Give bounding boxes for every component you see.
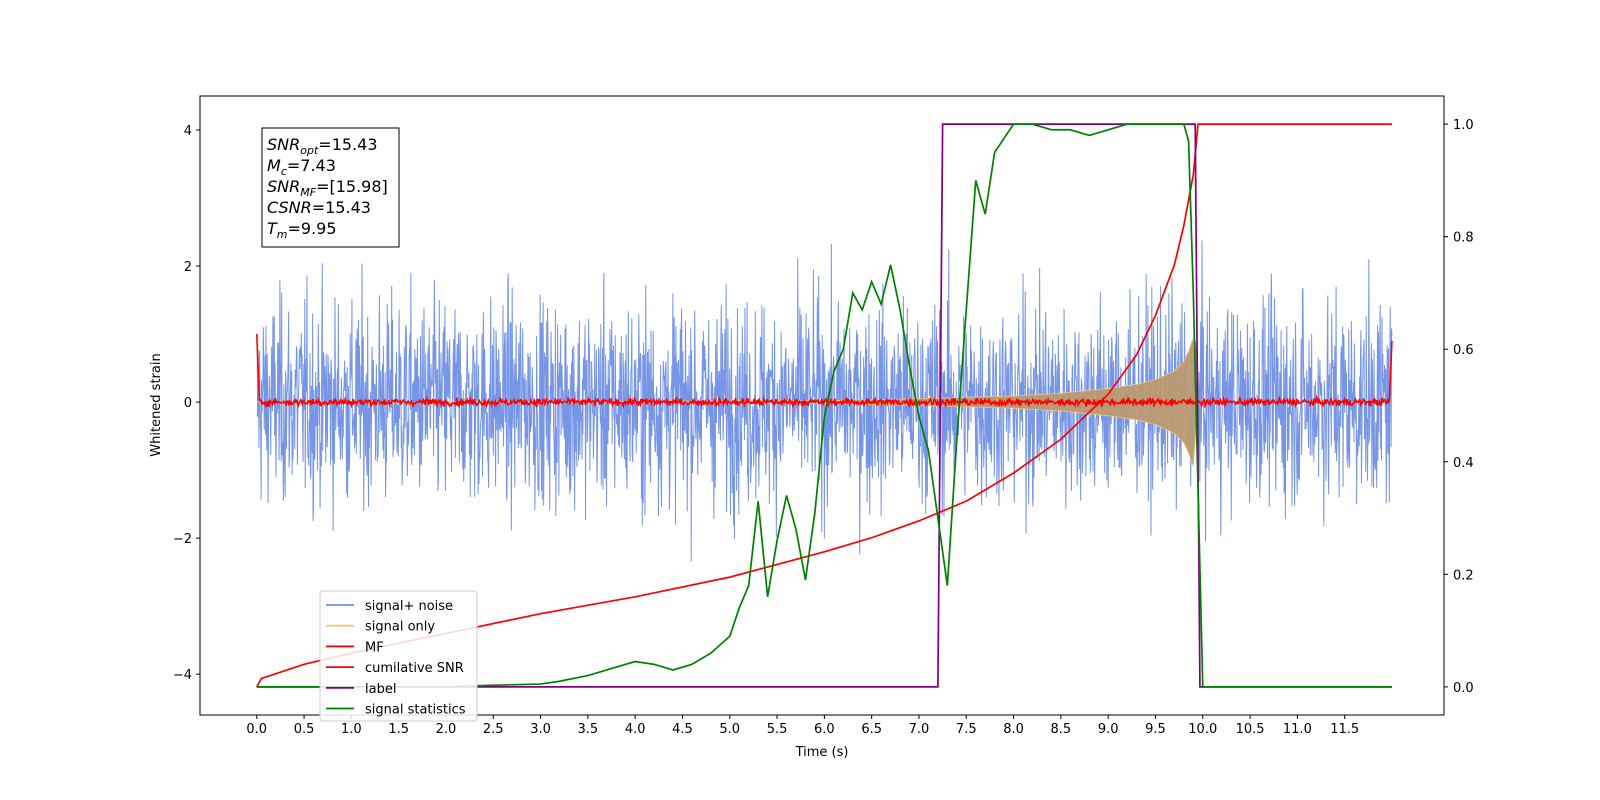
y-right-tick-label: 0.2 <box>1453 568 1474 583</box>
x-tick-label: 1.5 <box>388 722 409 737</box>
y-left-tick-label: −4 <box>173 668 192 683</box>
y-left-tick-label: 4 <box>184 124 192 139</box>
x-tick-label: 0.0 <box>246 722 267 737</box>
x-tick-label: 11.0 <box>1283 722 1312 737</box>
x-tick-label: 5.5 <box>767 722 788 737</box>
legend-entry: MF <box>365 640 384 655</box>
stats-box-frame <box>261 127 400 248</box>
x-tick-label: 4.5 <box>672 722 693 737</box>
x-tick-label: 7.5 <box>956 722 977 737</box>
x-tick-label: 4.0 <box>625 722 646 737</box>
legend-entry: signal only <box>365 620 435 635</box>
series-mf <box>255 334 1393 409</box>
y-left-tick-label: 0 <box>184 396 192 411</box>
x-tick-label: 7.0 <box>909 722 930 737</box>
x-tick-label: 1.0 <box>341 722 362 737</box>
y-right-tick-label: 1.0 <box>1453 118 1474 133</box>
x-axis-label: Time (s) <box>795 745 849 760</box>
x-tick-label: 9.5 <box>1145 722 1166 737</box>
x-tick-label: 2.5 <box>483 722 504 737</box>
stats-line: SNRMF=[15.98] <box>267 177 388 199</box>
x-tick-label: 9.0 <box>1098 722 1119 737</box>
legend-entry: signal+ noise <box>365 599 453 614</box>
y-axis-label: Whitened strain <box>149 353 164 456</box>
x-tick-label: 6.5 <box>861 722 882 737</box>
y-axis-left-ticks: 4 2 0 −2 −4 <box>173 124 200 683</box>
stats-line: Mc=7.43 <box>267 156 336 178</box>
stats-line: Tm=9.95 <box>267 219 337 241</box>
legend-entry: signal statistics <box>365 703 466 718</box>
x-tick-label: 10.0 <box>1188 722 1217 737</box>
x-axis-ticks: 0.0 0.5 1.0 1.5 2.0 2.5 3.0 3.5 4.0 4.5 5.0 5.5 6.0 6… <box>246 715 1359 737</box>
x-tick-label: 11.5 <box>1330 722 1359 737</box>
legend-entry: cumilative SNR <box>365 661 464 676</box>
x-tick-label: 10.5 <box>1236 722 1265 737</box>
y-right-tick-label: 0.4 <box>1453 456 1474 471</box>
series-signal-plus-noise <box>256 240 1393 562</box>
x-tick-label: 6.0 <box>814 722 835 737</box>
stats-line: CSNR=15.43 <box>267 198 371 217</box>
x-tick-label: 8.0 <box>1003 722 1024 737</box>
y-axis-right-ticks: 1.0 0.8 0.6 0.4 0.2 0.0 <box>1444 118 1474 696</box>
x-tick-label: 2.0 <box>436 722 457 737</box>
x-tick-label: 3.0 <box>530 722 551 737</box>
series-signal-statistics <box>256 123 1392 688</box>
y-left-tick-label: 2 <box>184 260 192 275</box>
x-tick-label: 3.5 <box>578 722 599 737</box>
x-tick-label: 5.0 <box>719 722 740 737</box>
y-right-tick-label: 0.8 <box>1453 231 1474 246</box>
x-tick-label: 8.5 <box>1051 722 1072 737</box>
legend-entry: label <box>365 682 396 697</box>
y-right-tick-label: 0.0 <box>1453 681 1474 696</box>
legend-frame <box>319 590 478 722</box>
y-right-tick-label: 0.6 <box>1453 343 1474 358</box>
plot-frame <box>199 95 1445 716</box>
stats-line: SNRopt=15.43 <box>267 135 378 157</box>
y-left-tick-label: −2 <box>173 532 192 547</box>
x-tick-label: 0.5 <box>294 722 315 737</box>
stats-annotation-box: SNRopt=15.43Mc=7.43SNRMF=[15.98]CSNR=15.… <box>261 127 400 248</box>
legend: signal+ noise signal only MF cumilative SNR… <box>319 590 478 722</box>
